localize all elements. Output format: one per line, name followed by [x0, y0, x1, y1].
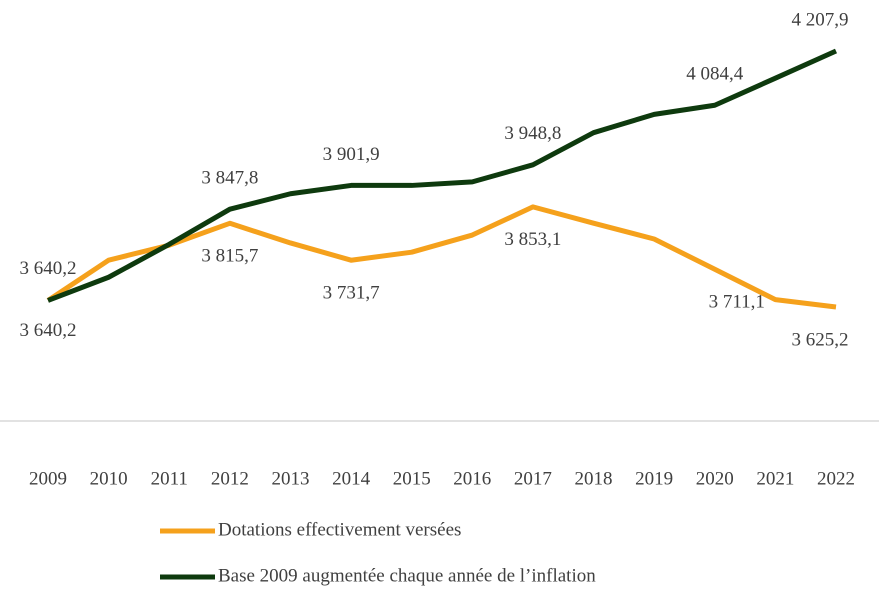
- data-label: 3 625,2: [792, 329, 849, 350]
- x-tick-label: 2010: [90, 468, 128, 489]
- x-tick-label: 2022: [817, 468, 855, 489]
- x-tick-label: 2011: [151, 468, 188, 489]
- x-tick-label: 2020: [696, 468, 734, 489]
- data-label: 3 847,8: [201, 168, 258, 189]
- x-tick-label: 2018: [575, 468, 613, 489]
- x-tick-label: 2013: [271, 468, 309, 489]
- series-line: [46, 204, 837, 310]
- x-tick-label: 2017: [514, 468, 552, 489]
- x-tick-label: 2019: [635, 468, 673, 489]
- x-tick-label: 2016: [453, 468, 491, 489]
- legend-label: Base 2009 augmentée chaque année de l’in…: [218, 565, 596, 586]
- x-tick-label: 2014: [332, 468, 371, 489]
- data-label: 3 948,8: [504, 123, 561, 144]
- data-label: 3 815,7: [201, 246, 258, 267]
- legend-label: Dotations effectivement versées: [218, 519, 461, 540]
- data-label: 3 711,1: [709, 292, 765, 313]
- series-line: [47, 48, 838, 303]
- data-label: 3 640,2: [20, 258, 77, 279]
- data-label: 3 853,1: [504, 229, 561, 250]
- data-label: 3 731,7: [323, 283, 380, 304]
- data-label: 4 207,9: [792, 9, 849, 30]
- x-tick-label: 2015: [393, 468, 431, 489]
- x-tick-label: 2009: [29, 468, 67, 489]
- x-tick-label: 2021: [756, 468, 794, 489]
- x-tick-label: 2012: [211, 468, 249, 489]
- data-label: 3 901,9: [323, 144, 380, 165]
- data-label: 4 084,4: [686, 64, 744, 85]
- data-label: 3 640,2: [20, 320, 77, 341]
